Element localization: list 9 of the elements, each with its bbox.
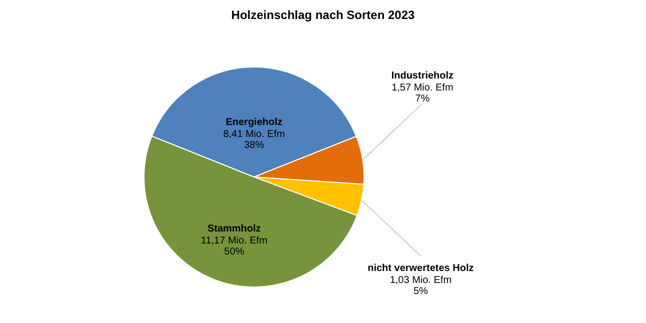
slice-label: nicht verwertetes Holz xyxy=(368,262,474,274)
slice-label: Stammholz xyxy=(207,223,261,234)
data-label: 1,57 Mio. Efm 7% xyxy=(392,82,454,105)
data-label: 11,17 Mio. Efm 50% xyxy=(200,235,268,258)
data-label: 8,41 Mio. Efm 38% xyxy=(223,129,285,151)
chart-title: Holzeinschlag nach Sorten 2023 xyxy=(231,8,416,22)
slice-label: Industrieholz xyxy=(391,70,454,82)
data-label: 1,03 Mio. Efm 5% xyxy=(390,274,452,297)
slice-label: Energieholz xyxy=(226,117,282,128)
